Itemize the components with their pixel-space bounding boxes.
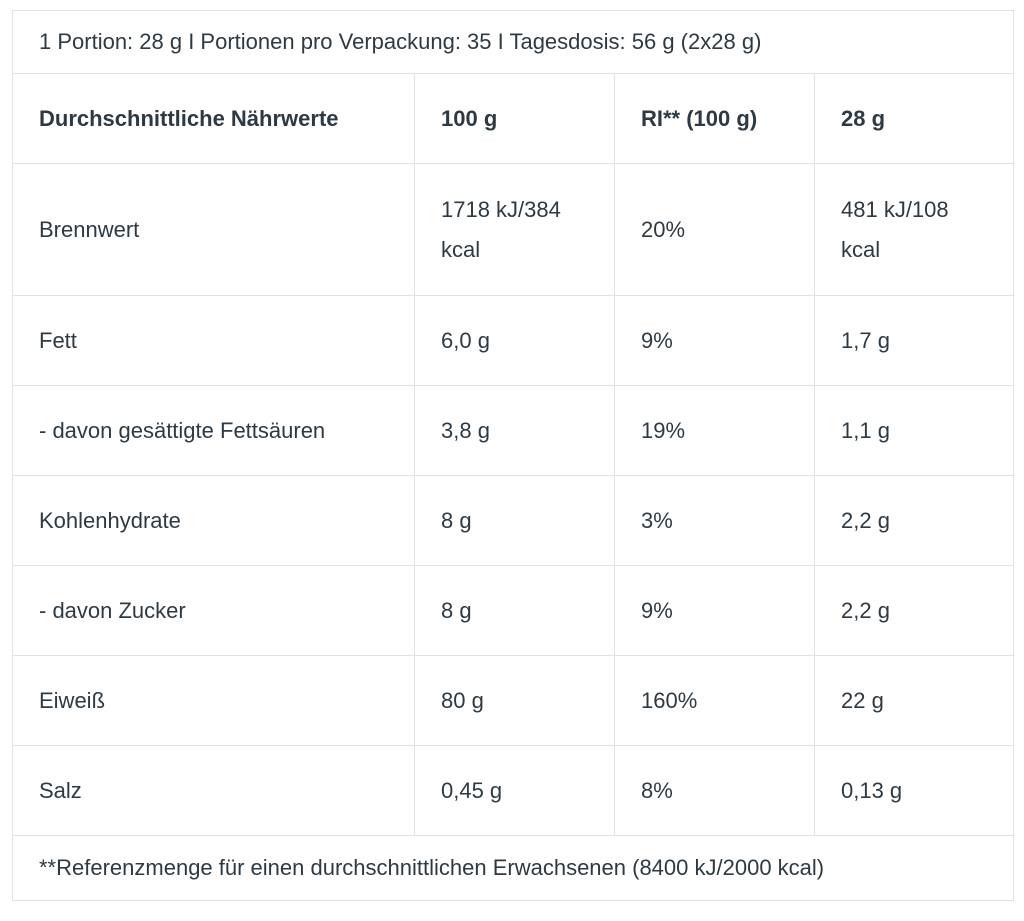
table-row-zucker: - davon Zucker 8 g 9% 2,2 g xyxy=(12,565,1015,656)
value-ri: 3% xyxy=(614,475,815,566)
nutrient-label: Brennwert xyxy=(12,163,415,296)
value-per-100g: 3,8 g xyxy=(414,385,615,476)
value-ri: 8% xyxy=(614,745,815,836)
value-ri: 20% xyxy=(614,163,815,296)
table-row-salz: Salz 0,45 g 8% 0,13 g xyxy=(12,745,1015,836)
column-header-ri: RI** (100 g) xyxy=(614,73,815,164)
nutrition-facts-page: 1 Portion: 28 g I Portionen pro Verpacku… xyxy=(0,10,1024,921)
reference-footnote-text: **Referenzmenge für einen durchschnittli… xyxy=(11,835,1015,901)
nutrition-table: 1 Portion: 28 g I Portionen pro Verpacku… xyxy=(11,10,1015,901)
table-row-gesaettigte-fettsaeuren: - davon gesättigte Fettsäuren 3,8 g 19% … xyxy=(12,385,1015,476)
value-per-28g: 2,2 g xyxy=(813,565,1015,656)
value-per-100g: 80 g xyxy=(414,655,615,746)
value-per-100g: 1718 kJ/384 kcal xyxy=(414,163,615,296)
table-row-fett: Fett 6,0 g 9% 1,7 g xyxy=(12,295,1015,386)
value-per-28g: 2,2 g xyxy=(813,475,1015,566)
nutrient-label: Kohlenhydrate xyxy=(12,475,415,566)
column-header-nutrients: Durchschnittliche Nährwerte xyxy=(12,73,415,164)
value-per-28g: 1,7 g xyxy=(813,295,1015,386)
nutrient-label: Salz xyxy=(12,745,415,836)
value-per-28g: 481 kJ/108 kcal xyxy=(813,163,1015,296)
value-per-100g: 6,0 g xyxy=(414,295,615,386)
portion-info-text: 1 Portion: 28 g I Portionen pro Verpacku… xyxy=(11,10,1015,74)
nutrient-label: Fett xyxy=(12,295,415,386)
nutrient-label: Eiweiß xyxy=(12,655,415,746)
value-ri: 9% xyxy=(614,295,815,386)
value-ri: 19% xyxy=(614,385,815,476)
table-row-brennwert: Brennwert 1718 kJ/384 kcal 20% 481 kJ/10… xyxy=(12,163,1015,296)
header-row: Durchschnittliche Nährwerte 100 g RI** (… xyxy=(12,73,1015,164)
value-per-100g: 8 g xyxy=(414,565,615,656)
portion-info-row: 1 Portion: 28 g I Portionen pro Verpacku… xyxy=(11,10,1015,74)
value-per-28g: 22 g xyxy=(813,655,1015,746)
column-header-per-100g: 100 g xyxy=(414,73,615,164)
value-per-28g: 0,13 g xyxy=(813,745,1015,836)
footnote-row: **Referenzmenge für einen durchschnittli… xyxy=(11,835,1015,901)
value-per-100g: 8 g xyxy=(414,475,615,566)
table-row-kohlenhydrate: Kohlenhydrate 8 g 3% 2,2 g xyxy=(12,475,1015,566)
nutrient-label: - davon Zucker xyxy=(12,565,415,656)
nutrient-label: - davon gesättigte Fettsäuren xyxy=(12,385,415,476)
value-ri: 9% xyxy=(614,565,815,656)
column-header-per-28g: 28 g xyxy=(813,73,1015,164)
value-ri: 160% xyxy=(614,655,815,746)
value-per-28g: 1,1 g xyxy=(813,385,1015,476)
value-per-100g: 0,45 g xyxy=(414,745,615,836)
table-row-eiweiss: Eiweiß 80 g 160% 22 g xyxy=(12,655,1015,746)
